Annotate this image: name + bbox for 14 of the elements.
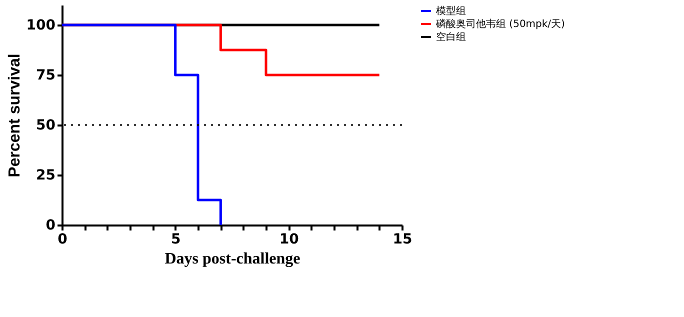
y-axis-title: Percent survival xyxy=(6,54,24,178)
x-tick-label: 15 xyxy=(392,232,412,248)
x-tick-label: 5 xyxy=(170,232,181,248)
y-tick-label: 100 xyxy=(26,18,56,34)
legend-label: 模型组 xyxy=(436,5,466,17)
legend-label: 空白组 xyxy=(436,31,466,43)
y-tick-label: 75 xyxy=(36,68,56,84)
y-tick-label: 25 xyxy=(36,168,56,184)
x-tick-label: 10 xyxy=(279,232,300,248)
y-tick-label: 0 xyxy=(46,218,56,234)
x-tick-label: 0 xyxy=(58,232,68,248)
legend-label: 磷酸奥司他韦组 (50mpk/天) xyxy=(435,18,566,30)
x-axis-title: Days post-challenge xyxy=(164,250,300,268)
y-tick-label: 50 xyxy=(36,118,56,134)
